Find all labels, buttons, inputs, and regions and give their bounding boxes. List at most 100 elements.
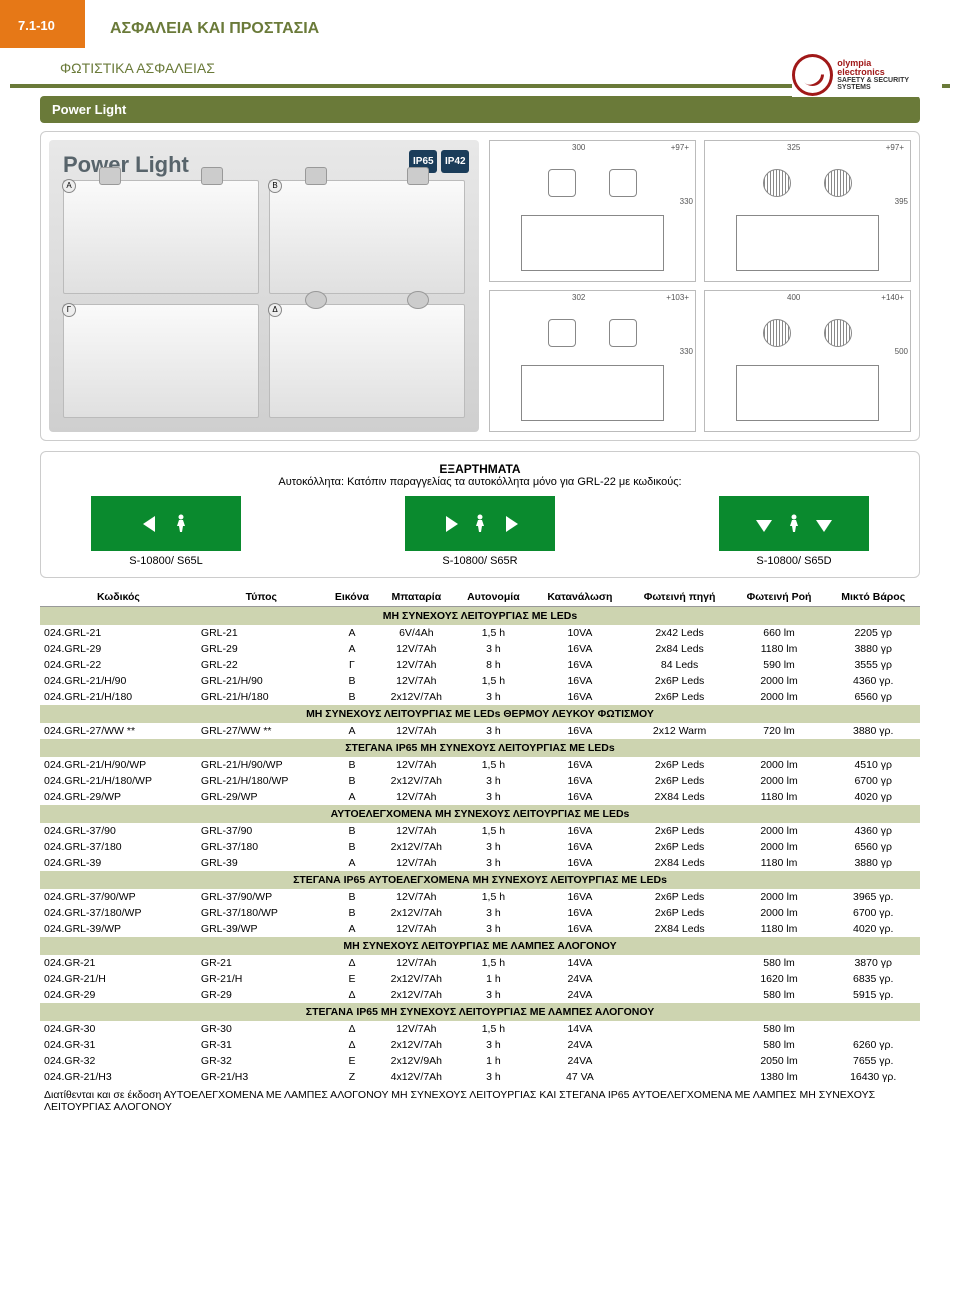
- table-cell: 2000 lm: [732, 757, 827, 773]
- table-section-row: ΜΗ ΣΥΝΕΧΟΥΣ ΛΕΙΤΟΥΡΓΙΑΣ ΜΕ LEDs: [40, 607, 920, 626]
- table-cell: GR-32: [197, 1053, 326, 1069]
- table-cell: 2x42 Leds: [627, 625, 731, 641]
- table-cell: Α: [326, 921, 379, 937]
- table-cell: 3555 γρ: [826, 657, 920, 673]
- table-cell: Β: [326, 689, 379, 705]
- table-cell: 3 h: [454, 905, 532, 921]
- table-section-title: ΜΗ ΣΥΝΕΧΟΥΣ ΛΕΙΤΟΥΡΓΙΑΣ ΜΕ LEDs ΘΕΡΜΟΥ Λ…: [40, 705, 920, 723]
- table-cell: 12V/7Ah: [378, 889, 454, 905]
- table-cell: 16VA: [532, 855, 627, 871]
- table-cell: 1,5 h: [454, 757, 532, 773]
- table-cell: GRL-21/H/90/WP: [197, 757, 326, 773]
- table-cell: 6560 γρ: [826, 839, 920, 855]
- table-cell: 1,5 h: [454, 625, 532, 641]
- table-cell: GRL-29: [197, 641, 326, 657]
- table-cell: 14VA: [532, 955, 627, 971]
- table-cell: [627, 955, 731, 971]
- table-cell: 3 h: [454, 921, 532, 937]
- product-photo-panel: Power Light IP65 IP42 A B Γ Δ: [49, 140, 479, 432]
- table-cell: 16VA: [532, 657, 627, 673]
- table-row: 024.GRL-21/H/90/WPGRL-21/H/90/WPΒ12V/7Ah…: [40, 757, 920, 773]
- table-cell: 16VA: [532, 889, 627, 905]
- table-cell: 2x12V/9Ah: [378, 1053, 454, 1069]
- table-cell: 3870 γρ: [826, 955, 920, 971]
- table-row: 024.GRL-37/90/WPGRL-37/90/WPΒ12V/7Ah1,5 …: [40, 889, 920, 905]
- table-cell: GRL-21: [197, 625, 326, 641]
- table-cell: GR-30: [197, 1021, 326, 1037]
- table-cell: 16VA: [532, 689, 627, 705]
- table-cell: 24VA: [532, 987, 627, 1003]
- table-cell: 4020 γρ.: [826, 921, 920, 937]
- table-cell: 2000 lm: [732, 823, 827, 839]
- table-cell: GR-21/H3: [197, 1069, 326, 1085]
- table-cell: Ζ: [326, 1069, 379, 1085]
- table-cell: GRL-37/180: [197, 839, 326, 855]
- brand-line2: electronics: [837, 67, 885, 77]
- table-cell: 1 h: [454, 971, 532, 987]
- table-cell: 3 h: [454, 773, 532, 789]
- table-cell: Δ: [326, 1037, 379, 1053]
- table-cell: 3880 γρ: [826, 641, 920, 657]
- table-row: 024.GRL-27/WW **GRL-27/WW **Α12V/7Ah3 h1…: [40, 723, 920, 739]
- table-cell: 3 h: [454, 987, 532, 1003]
- page-number: 7.1-10: [18, 18, 55, 33]
- table-footer-note: Διατίθενται και σε έκδοση ΑΥΤΟΕΛΕΓΧΟΜΕΝΑ…: [40, 1085, 920, 1117]
- table-cell: 2000 lm: [732, 689, 827, 705]
- table-cell: 1,5 h: [454, 1021, 532, 1037]
- table-cell: Β: [326, 773, 379, 789]
- table-cell: Α: [326, 855, 379, 871]
- brand-text: olympia electronics SAFETY & SECURITY SY…: [837, 59, 942, 91]
- table-cell: Α: [326, 625, 379, 641]
- table-cell: 2x6P Leds: [627, 773, 731, 789]
- table-cell: 3 h: [454, 641, 532, 657]
- table-cell: 2x6P Leds: [627, 905, 731, 921]
- table-cell: Δ: [326, 987, 379, 1003]
- table-cell: 1,5 h: [454, 823, 532, 839]
- page-title: ΑΣΦΑΛΕΙΑ ΚΑΙ ΠΡΟΣΤΑΣΙΑ: [0, 10, 960, 38]
- table-cell: 2x12V/7Ah: [378, 773, 454, 789]
- table-cell: [826, 1021, 920, 1037]
- table-row: 024.GR-21/H3GR-21/H3Ζ4x12V/7Ah3 h47 VA13…: [40, 1069, 920, 1085]
- table-cell: 14VA: [532, 1021, 627, 1037]
- table-cell: 3 h: [454, 1069, 532, 1085]
- table-cell: GRL-39/WP: [197, 921, 326, 937]
- table-cell: 16VA: [532, 757, 627, 773]
- table-section-title: ΑΥΤΟΕΛΕΓΧΟΜΕΝΑ ΜΗ ΣΥΝΕΧΟΥΣ ΛΕΙΤΟΥΡΓΙΑΣ Μ…: [40, 805, 920, 823]
- table-cell: Α: [326, 641, 379, 657]
- table-cell: 2000 lm: [732, 673, 827, 689]
- table-cell: 720 lm: [732, 723, 827, 739]
- table-cell: GR-21: [197, 955, 326, 971]
- table-header: Κατανάλωση: [532, 588, 627, 607]
- table-section-row: ΣΤΕΓΑΝΑ IP65 ΑΥΤΟΕΛΕΓΧΟΜΕΝΑ ΜΗ ΣΥΝΕΧΟΥΣ …: [40, 871, 920, 889]
- table-cell: 12V/7Ah: [378, 723, 454, 739]
- table-cell: [627, 1053, 731, 1069]
- table-cell: Β: [326, 889, 379, 905]
- table-cell: 16VA: [532, 789, 627, 805]
- table-cell: 1620 lm: [732, 971, 827, 987]
- ip-badge: IP42: [441, 150, 469, 173]
- table-cell: 024.GR-30: [40, 1021, 197, 1037]
- dimension-diagram: 302 330 +103+: [489, 290, 696, 432]
- sign-row: S-10800/ S65L S-10800/ S65R S-10800/ S65…: [51, 496, 909, 567]
- table-cell: 660 lm: [732, 625, 827, 641]
- table-cell: 1180 lm: [732, 855, 827, 871]
- brand-logo: olympia electronics SAFETY & SECURITY SY…: [792, 52, 942, 97]
- table-cell: 3965 γρ.: [826, 889, 920, 905]
- table-cell: 024.GRL-37/180: [40, 839, 197, 855]
- table-cell: [627, 1037, 731, 1053]
- table-cell: 16VA: [532, 905, 627, 921]
- table-cell: 16VA: [532, 641, 627, 657]
- table-cell: 024.GRL-21/H/180: [40, 689, 197, 705]
- table-section-title: ΣΤΕΓΑΝΑ IP65 ΜΗ ΣΥΝΕΧΟΥΣ ΛΕΙΤΟΥΡΓΙΑΣ ΜΕ …: [40, 739, 920, 757]
- table-cell: 16VA: [532, 823, 627, 839]
- table-row: 024.GR-31GR-31Δ2x12V/7Ah3 h24VA580 lm626…: [40, 1037, 920, 1053]
- table-cell: 024.GRL-21/H/180/WP: [40, 773, 197, 789]
- table-cell: 3 h: [454, 1037, 532, 1053]
- table-cell: 6700 γρ: [826, 773, 920, 789]
- table-cell: 6700 γρ.: [826, 905, 920, 921]
- table-cell: GRL-21/H/90: [197, 673, 326, 689]
- table-cell: 84 Leds: [627, 657, 731, 673]
- table-cell: 024.GR-21/H: [40, 971, 197, 987]
- accessories-subtitle: Αυτοκόλλητα: Κατόπιν παραγγελίας τα αυτο…: [51, 476, 909, 488]
- table-cell: 580 lm: [732, 1037, 827, 1053]
